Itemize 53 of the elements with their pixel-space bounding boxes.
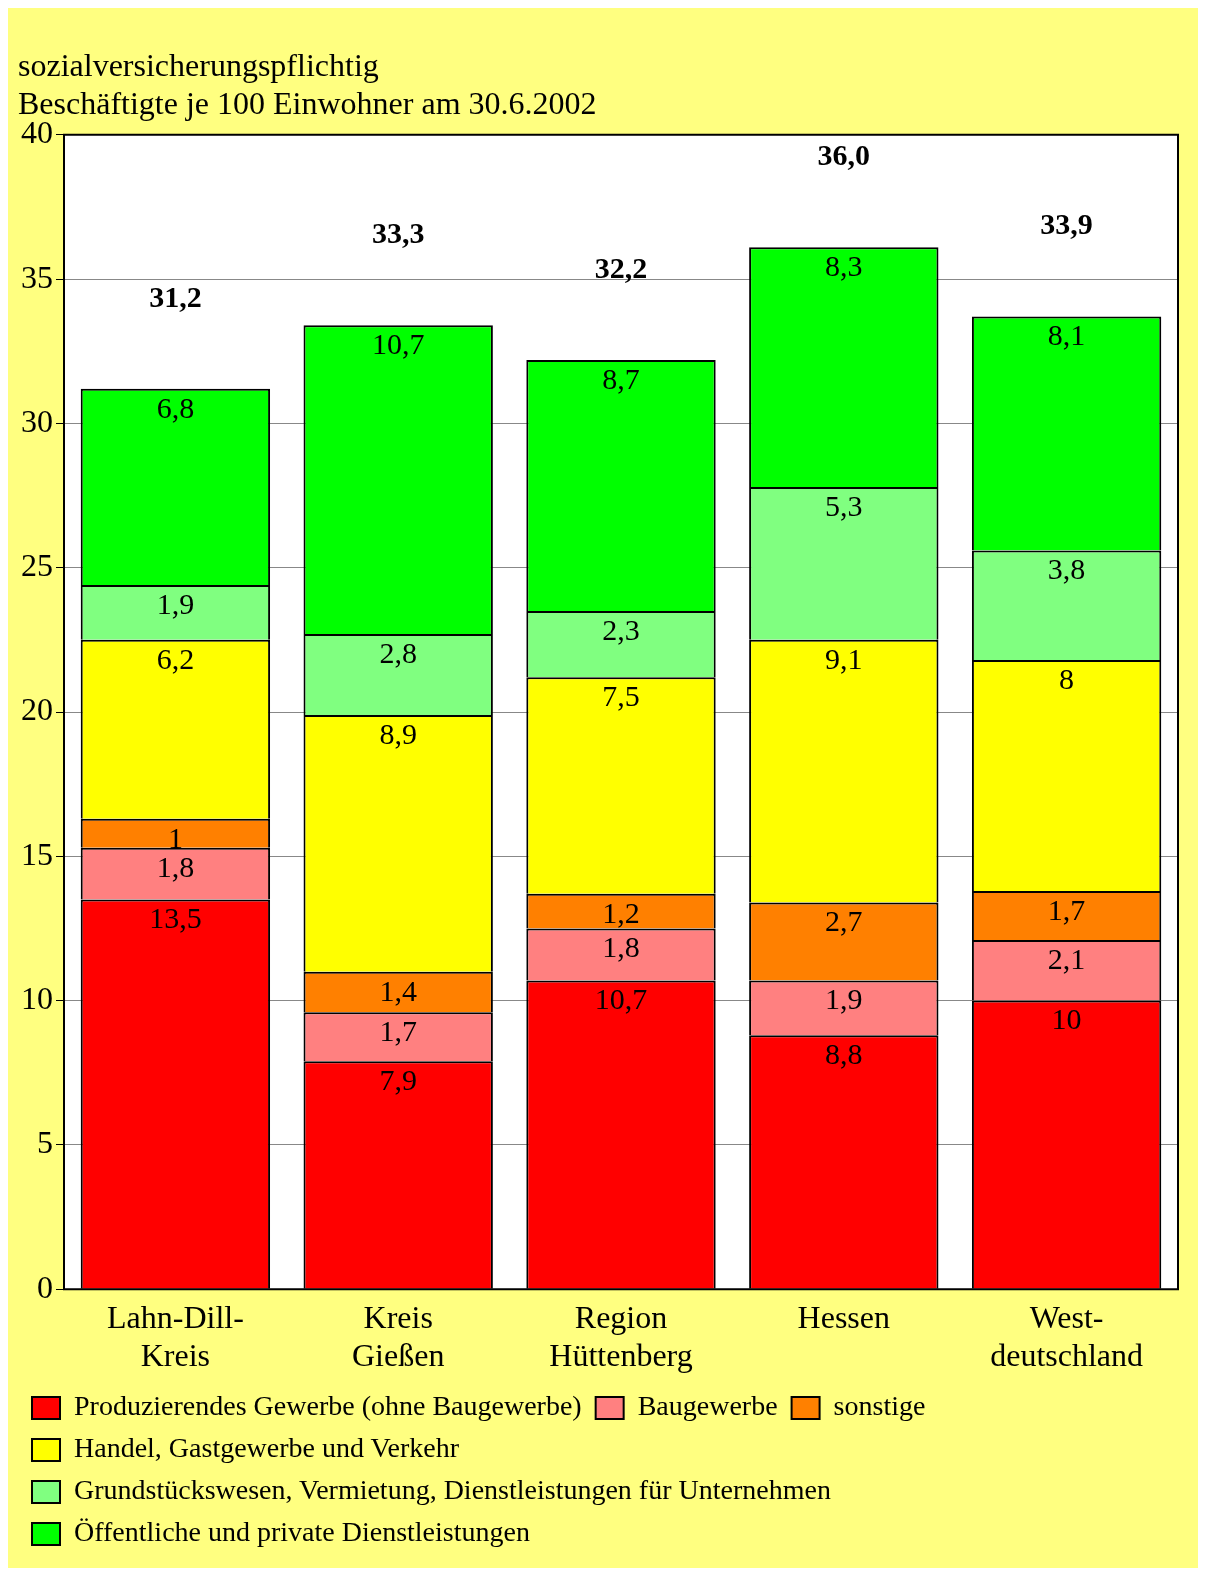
data-label: 10,7 xyxy=(371,327,425,361)
chart-title: sozialversicherungspflichtig xyxy=(18,46,379,83)
x-tick-label: Kreis Gießen xyxy=(352,1298,445,1374)
data-label: 2,1 xyxy=(1047,941,1086,975)
data-label: 2,7 xyxy=(825,904,863,938)
data-label: 1,9 xyxy=(825,982,863,1016)
data-label: 1,9 xyxy=(156,586,195,620)
data-label: 3,8 xyxy=(1047,552,1086,586)
x-tick-label: Region Hüttenberg xyxy=(549,1298,693,1374)
y-tick-label: 20 xyxy=(21,691,53,728)
data-label: 1,2 xyxy=(602,895,640,929)
data-label: 6,2 xyxy=(156,641,195,675)
data-label: 1,4 xyxy=(379,973,417,1007)
data-label: 13,5 xyxy=(149,901,202,935)
x-tick-label: Hessen xyxy=(797,1298,891,1335)
y-tick-label: 5 xyxy=(37,1124,53,1161)
x-tick-label: West-deutschland xyxy=(990,1298,1144,1374)
y-tick-label: 15 xyxy=(21,835,53,872)
data-label: 8 xyxy=(1059,661,1075,695)
y-tick-label: 30 xyxy=(21,402,53,439)
data-label: 2,8 xyxy=(379,635,417,669)
data-label: 1,8 xyxy=(602,930,640,964)
data-label: 10 xyxy=(1051,1002,1082,1036)
data-label: 8,9 xyxy=(379,716,417,750)
legend-label: Baugewerbe xyxy=(637,1390,778,1422)
legend-label: Öffentliche und private Dienstleistungen xyxy=(74,1516,530,1548)
legend-label: Produzierendes Gewerbe (ohne Baugewerbe) xyxy=(74,1390,582,1422)
data-label: 7,9 xyxy=(379,1063,417,1097)
data-label: 10,7 xyxy=(594,982,648,1016)
data-label: 8,7 xyxy=(602,361,640,395)
total-label: 32,2 xyxy=(594,250,648,284)
total-label: 33,3 xyxy=(371,216,425,250)
x-tick-label: Lahn-Dill-Kreis xyxy=(106,1298,244,1374)
data-label: 8,8 xyxy=(825,1037,863,1071)
legend-label: Grundstückswesen, Vermietung, Dienstleistungen für Unternehmen xyxy=(74,1474,831,1506)
data-label: 9,1 xyxy=(825,641,863,675)
legend-label: Handel, Gastgewerbe und Verkehr xyxy=(74,1432,460,1464)
y-tick-label: 35 xyxy=(21,258,53,295)
data-label: 6,8 xyxy=(156,390,195,424)
data-label: 5,3 xyxy=(825,488,863,522)
data-label: 2,3 xyxy=(602,612,640,646)
y-tick-label: 0 xyxy=(37,1268,53,1305)
total-label: 33,9 xyxy=(1040,207,1093,241)
legend-label: sonstige xyxy=(833,1390,926,1422)
data-label: 1,7 xyxy=(1047,892,1086,926)
data-label: 1,7 xyxy=(379,1014,417,1048)
y-tick-label: 25 xyxy=(21,547,53,584)
data-label: 7,5 xyxy=(602,679,640,713)
data-label: 8,1 xyxy=(1047,318,1086,352)
data-label: 8,3 xyxy=(825,249,863,283)
total-label: 36,0 xyxy=(817,138,871,172)
y-tick-label: 10 xyxy=(21,980,53,1017)
total-label: 31,2 xyxy=(149,279,202,313)
